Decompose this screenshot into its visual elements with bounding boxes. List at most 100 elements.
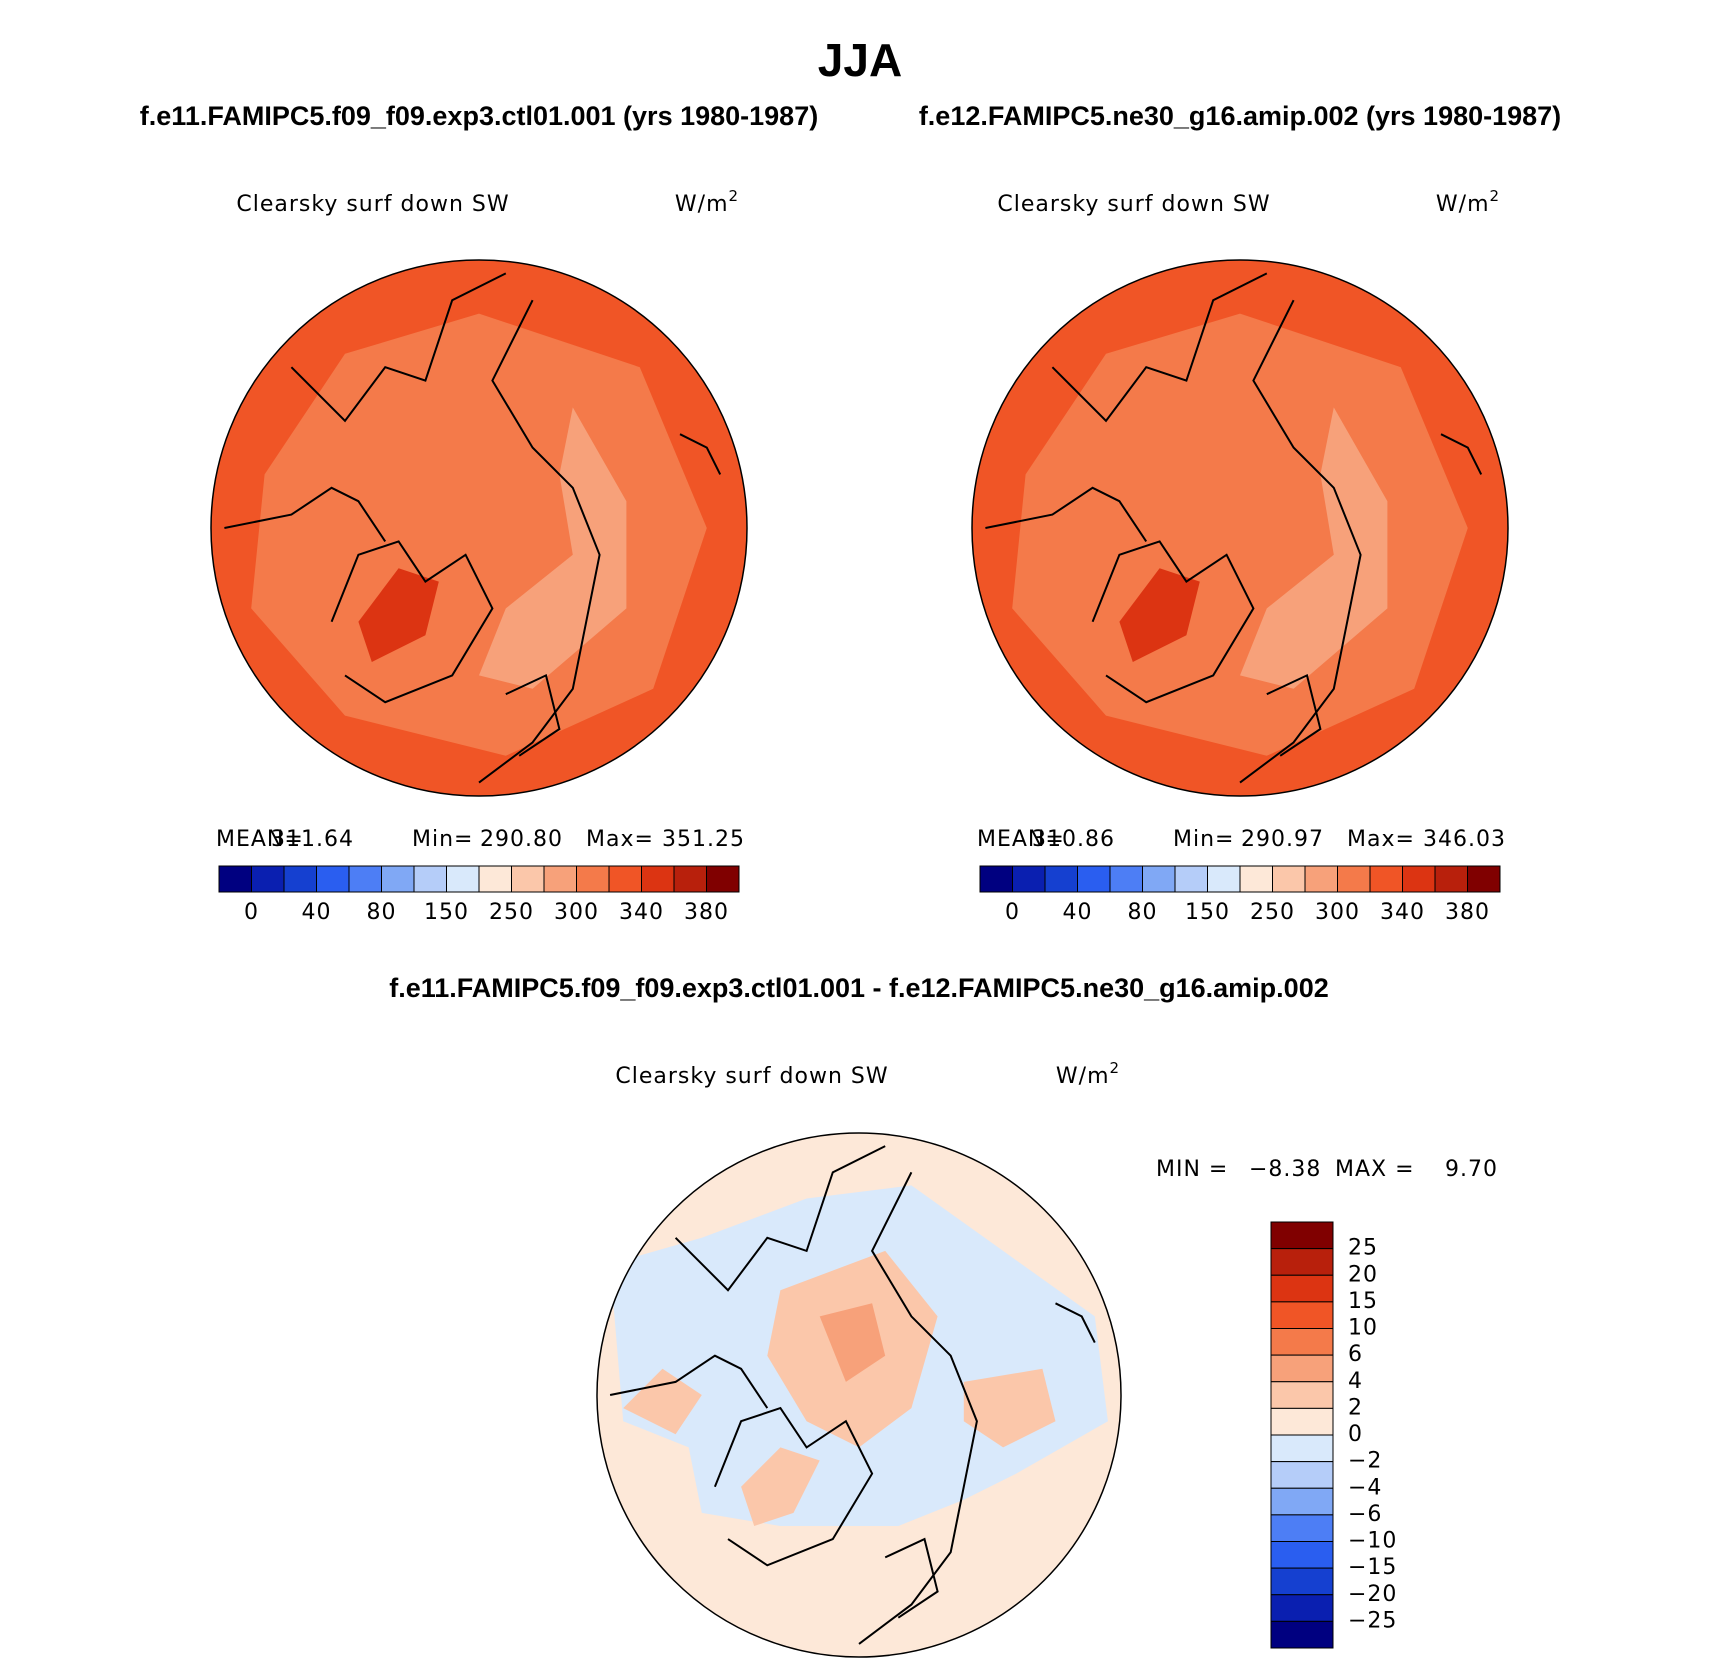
colorbar-box bbox=[348, 865, 382, 893]
stat-label: MEAN= bbox=[216, 827, 304, 852]
units: W/m bbox=[1056, 1064, 1110, 1089]
map-fill bbox=[211, 260, 747, 796]
map-region bbox=[479, 407, 627, 689]
colorbar-box bbox=[413, 865, 447, 893]
colorbar-box bbox=[1272, 865, 1306, 893]
panel-case: f.e11.FAMIPC5.f09_f09.exp3.ctl01.001 (yr… bbox=[140, 101, 818, 131]
units-superscript: 2 bbox=[729, 187, 740, 205]
map-region bbox=[623, 1368, 702, 1435]
coastline bbox=[985, 486, 1148, 542]
colorbar-label: 0 bbox=[1348, 1422, 1363, 1447]
colorbar-box bbox=[641, 865, 675, 893]
stat-label: Max= bbox=[586, 827, 654, 852]
coastline bbox=[1239, 299, 1362, 784]
colorbar-box bbox=[576, 865, 610, 893]
coastline bbox=[330, 540, 494, 704]
map bbox=[210, 259, 748, 797]
colorbar-box bbox=[1044, 865, 1078, 893]
colorbar-label: 15 bbox=[1348, 1289, 1378, 1314]
colorbar-label: −20 bbox=[1348, 1582, 1397, 1607]
colorbar-label: 2 bbox=[1348, 1395, 1363, 1420]
colorbar-box bbox=[1467, 865, 1501, 893]
colorbar-label: 380 bbox=[684, 900, 729, 925]
colorbar-box bbox=[1270, 1567, 1334, 1596]
map-fill bbox=[972, 260, 1508, 796]
colorbar-label: 250 bbox=[489, 900, 534, 925]
colorbar-box bbox=[1270, 1620, 1334, 1649]
colorbar-box bbox=[1270, 1407, 1334, 1436]
colorbar-box bbox=[218, 865, 252, 893]
colorbar-label: 40 bbox=[1063, 900, 1093, 925]
coastline bbox=[609, 1354, 769, 1409]
colorbar-box bbox=[1270, 1514, 1334, 1542]
colorbar-label: 340 bbox=[619, 900, 664, 925]
min-value: −8.38 bbox=[1249, 1157, 1321, 1182]
colorbar-box bbox=[1077, 865, 1111, 893]
panel-case: f.e12.FAMIPC5.ne30_g16.amip.002 (yrs 198… bbox=[919, 101, 1561, 131]
map-border bbox=[596, 1132, 1122, 1658]
colorbar-box bbox=[1369, 865, 1403, 893]
colorbar-label: 300 bbox=[554, 900, 599, 925]
colorbar-label: 80 bbox=[1128, 900, 1158, 925]
colorbar-box bbox=[1270, 1541, 1334, 1569]
colorbar-box bbox=[511, 865, 545, 893]
colorbar-label: 25 bbox=[1348, 1236, 1378, 1261]
colorbar-box bbox=[1270, 1381, 1334, 1409]
colorbar-box bbox=[1270, 1221, 1334, 1250]
map-region bbox=[358, 568, 439, 662]
stat-label: Max= bbox=[1347, 827, 1415, 852]
units-label: W/m2 bbox=[675, 187, 739, 218]
units-superscript: 2 bbox=[1110, 1059, 1121, 1077]
colorbar-label: 80 bbox=[367, 900, 397, 925]
colorbar-box bbox=[543, 865, 577, 893]
stat-value: 351.25 bbox=[662, 827, 745, 852]
coastline bbox=[713, 1406, 874, 1567]
coastline bbox=[884, 1537, 939, 1619]
colorbar-box bbox=[1109, 865, 1143, 893]
colorbar-box bbox=[706, 865, 740, 893]
colorbar-box bbox=[1239, 865, 1273, 893]
coastline bbox=[858, 1171, 978, 1645]
colorbar-box bbox=[673, 865, 707, 893]
colorbar-box bbox=[608, 865, 642, 893]
colorbar-label: 0 bbox=[244, 900, 259, 925]
colorbar-box bbox=[1270, 1594, 1334, 1622]
colorbar-label: 300 bbox=[1315, 900, 1360, 925]
colorbar-label: −6 bbox=[1348, 1502, 1382, 1527]
colorbar-label: −2 bbox=[1348, 1449, 1382, 1474]
units-superscript: 2 bbox=[1490, 187, 1501, 205]
colorbar-box bbox=[446, 865, 480, 893]
min-label: MIN = bbox=[1156, 1157, 1228, 1182]
max-value: 9.70 bbox=[1445, 1157, 1498, 1182]
coastline bbox=[1055, 1302, 1096, 1344]
colorbar-box bbox=[478, 865, 512, 893]
colorbar-box bbox=[1304, 865, 1338, 893]
difference-title: f.e11.FAMIPC5.f09_f09.exp3.ctl01.001 - f… bbox=[389, 973, 1328, 1003]
map-border bbox=[210, 259, 748, 797]
stat-label: Min= bbox=[1173, 827, 1234, 852]
stat-label: Min= bbox=[412, 827, 473, 852]
colorbar-label: 10 bbox=[1348, 1316, 1378, 1341]
map bbox=[596, 1132, 1122, 1658]
coastline bbox=[1266, 673, 1322, 757]
coastline bbox=[674, 1145, 886, 1292]
colorbar-label: 4 bbox=[1348, 1369, 1363, 1394]
colorbar-box bbox=[1174, 865, 1208, 893]
colorbar-box bbox=[1270, 1461, 1334, 1489]
colorbar-box bbox=[316, 865, 350, 893]
colorbar-box bbox=[1270, 1274, 1334, 1303]
stat-value: 346.03 bbox=[1423, 827, 1506, 852]
map-region bbox=[1119, 568, 1200, 662]
coastline bbox=[1440, 433, 1483, 475]
map-region bbox=[741, 1447, 820, 1526]
colorbar-label: −4 bbox=[1348, 1475, 1382, 1500]
colorbar-box bbox=[1270, 1248, 1334, 1276]
coastline bbox=[679, 433, 722, 475]
colorbar-box bbox=[381, 865, 415, 893]
map-border bbox=[971, 259, 1509, 797]
colorbar-label: −10 bbox=[1348, 1529, 1397, 1554]
colorbar-box bbox=[1270, 1487, 1334, 1516]
coastline bbox=[505, 673, 561, 757]
units: W/m bbox=[675, 192, 729, 217]
